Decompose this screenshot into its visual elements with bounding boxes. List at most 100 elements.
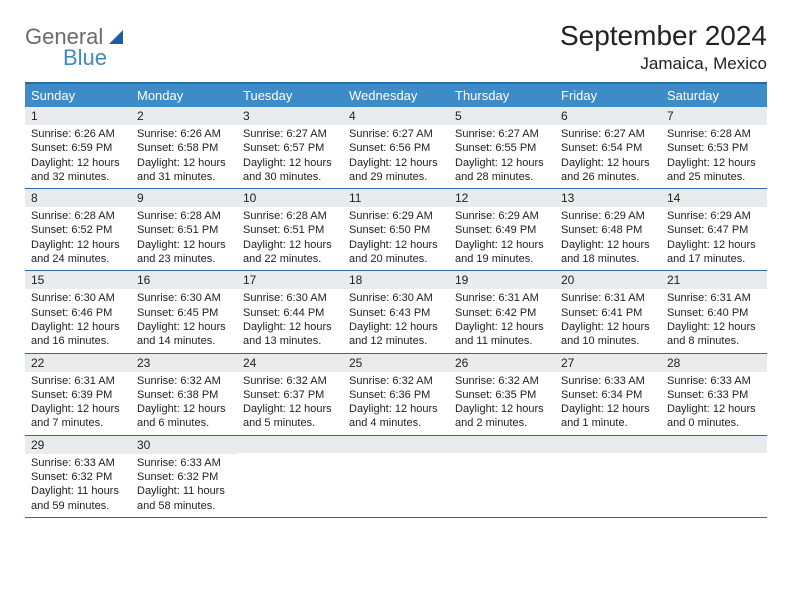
- day-number: 13: [555, 189, 661, 207]
- day-cell: 10Sunrise: 6:28 AMSunset: 6:51 PMDayligh…: [237, 189, 343, 271]
- empty-cell: [661, 436, 767, 518]
- detail-line: Daylight: 12 hours: [349, 238, 443, 252]
- day-cell: 26Sunrise: 6:32 AMSunset: 6:35 PMDayligh…: [449, 354, 555, 436]
- day-number: 15: [25, 271, 131, 289]
- day-number: 4: [343, 107, 449, 125]
- detail-line: Sunrise: 6:29 AM: [455, 209, 549, 223]
- detail-line: Daylight: 12 hours: [667, 320, 761, 334]
- day-cell: 24 Sunrise: 6:32 AMSunset: 6:37 PMDayligh…: [237, 354, 343, 436]
- day-cell: 23Sunrise: 6:32 AMSunset: 6:38 PMDayligh…: [131, 354, 237, 436]
- detail-line: Daylight: 12 hours: [243, 402, 337, 416]
- day-cell: 12Sunrise: 6:29 AMSunset: 6:49 PMDayligh…: [449, 189, 555, 271]
- detail-line: Sunset: 6:37 PM: [243, 388, 337, 402]
- detail-line: Daylight: 12 hours: [561, 156, 655, 170]
- detail-line: Sunset: 6:46 PM: [31, 306, 125, 320]
- detail-line: Daylight: 12 hours: [31, 320, 125, 334]
- detail-line: and 2 minutes.: [455, 416, 549, 430]
- day-cell: 22Sunrise: 6:31 AMSunset: 6:39 PMDayligh…: [25, 354, 131, 436]
- weekday-header: Tuesday: [237, 84, 343, 107]
- day-details: Sunrise: 6:28 AMSunset: 6:51 PMDaylight:…: [237, 207, 343, 270]
- detail-line: Sunrise: 6:33 AM: [137, 456, 231, 470]
- day-number: 21: [661, 271, 767, 289]
- detail-line: Sunset: 6:42 PM: [455, 306, 549, 320]
- page-header: General Blue September 2024 Jamaica, Mex…: [25, 20, 767, 74]
- detail-line: Sunset: 6:36 PM: [349, 388, 443, 402]
- detail-line: Daylight: 12 hours: [137, 156, 231, 170]
- detail-line: Daylight: 11 hours: [31, 484, 125, 498]
- day-number: 23: [131, 354, 237, 372]
- detail-line: Sunrise: 6:33 AM: [31, 456, 125, 470]
- day-cell: 11Sunrise: 6:29 AMSunset: 6:50 PMDayligh…: [343, 189, 449, 271]
- detail-line: Sunset: 6:54 PM: [561, 141, 655, 155]
- detail-line: Sunset: 6:47 PM: [667, 223, 761, 237]
- detail-line: Daylight: 12 hours: [455, 320, 549, 334]
- detail-line: Sunset: 6:33 PM: [667, 388, 761, 402]
- detail-line: Daylight: 12 hours: [349, 320, 443, 334]
- day-details: Sunrise: 6:30 AMSunset: 6:46 PMDaylight:…: [25, 289, 131, 352]
- day-details: Sunrise: 6:33 AMSunset: 6:33 PMDaylight:…: [661, 372, 767, 435]
- day-cell: 16Sunrise: 6:30 AMSunset: 6:45 PMDayligh…: [131, 271, 237, 353]
- day-number: 9: [131, 189, 237, 207]
- detail-line: and 1 minute.: [561, 416, 655, 430]
- detail-line: and 14 minutes.: [137, 334, 231, 348]
- detail-line: Sunset: 6:51 PM: [137, 223, 231, 237]
- day-number: 14: [661, 189, 767, 207]
- detail-line: Sunrise: 6:29 AM: [561, 209, 655, 223]
- day-number: 8: [25, 189, 131, 207]
- day-cell: 7Sunrise: 6:28 AMSunset: 6:53 PMDaylight…: [661, 107, 767, 189]
- day-number: 3: [237, 107, 343, 125]
- day-details: Sunrise: 6:30 AMSunset: 6:44 PMDaylight:…: [237, 289, 343, 352]
- weekday-header: Saturday: [661, 84, 767, 107]
- detail-line: Daylight: 12 hours: [31, 402, 125, 416]
- detail-line: Daylight: 12 hours: [349, 402, 443, 416]
- detail-line: Sunrise: 6:32 AM: [455, 374, 549, 388]
- detail-line: Sunrise: 6:29 AM: [667, 209, 761, 223]
- day-number: 25: [343, 354, 449, 372]
- detail-line: Sunrise: 6:28 AM: [667, 127, 761, 141]
- day-details: Sunrise: 6:29 AMSunset: 6:49 PMDaylight:…: [449, 207, 555, 270]
- detail-line: Sunrise: 6:32 AM: [243, 374, 337, 388]
- day-details: Sunrise: 6:32 AMSunset: 6:35 PMDaylight:…: [449, 372, 555, 435]
- day-details: Sunrise: 6:31 AMSunset: 6:39 PMDaylight:…: [25, 372, 131, 435]
- day-details: Sunrise: 6:30 AMSunset: 6:45 PMDaylight:…: [131, 289, 237, 352]
- detail-line: Sunrise: 6:30 AM: [349, 291, 443, 305]
- empty-bar: [449, 436, 555, 453]
- day-cell: 1Sunrise: 6:26 AMSunset: 6:59 PMDaylight…: [25, 107, 131, 189]
- detail-line: and 29 minutes.: [349, 170, 443, 184]
- detail-line: Sunrise: 6:26 AM: [31, 127, 125, 141]
- day-number: 28: [661, 354, 767, 372]
- detail-line: Sunset: 6:49 PM: [455, 223, 549, 237]
- day-details: Sunrise: 6:32 AMSunset: 6:38 PMDaylight:…: [131, 372, 237, 435]
- detail-line: Sunrise: 6:30 AM: [243, 291, 337, 305]
- empty-bar: [343, 436, 449, 453]
- day-details: Sunrise: 6:31 AMSunset: 6:40 PMDaylight:…: [661, 289, 767, 352]
- detail-line: Daylight: 12 hours: [31, 156, 125, 170]
- day-cell: 4Sunrise: 6:27 AMSunset: 6:56 PMDaylight…: [343, 107, 449, 189]
- day-details: Sunrise: 6:26 AMSunset: 6:58 PMDaylight:…: [131, 125, 237, 188]
- detail-line: Daylight: 12 hours: [667, 156, 761, 170]
- detail-line: Sunset: 6:40 PM: [667, 306, 761, 320]
- day-number: 29: [25, 436, 131, 454]
- detail-line: Sunrise: 6:31 AM: [561, 291, 655, 305]
- detail-line: Daylight: 12 hours: [243, 320, 337, 334]
- detail-line: Sunset: 6:51 PM: [243, 223, 337, 237]
- day-number: 2: [131, 107, 237, 125]
- detail-line: Sunrise: 6:30 AM: [137, 291, 231, 305]
- weekday-header: Friday: [555, 84, 661, 107]
- detail-line: and 17 minutes.: [667, 252, 761, 266]
- day-number: 24: [237, 354, 343, 372]
- day-cell: 29Sunrise: 6:33 AMSunset: 6:32 PMDayligh…: [25, 436, 131, 518]
- detail-line: Sunset: 6:45 PM: [137, 306, 231, 320]
- detail-line: Sunrise: 6:28 AM: [31, 209, 125, 223]
- day-cell: 14Sunrise: 6:29 AMSunset: 6:47 PMDayligh…: [661, 189, 767, 271]
- weekday-header: Thursday: [449, 84, 555, 107]
- day-number: 27: [555, 354, 661, 372]
- day-details: Sunrise: 6:29 AMSunset: 6:47 PMDaylight:…: [661, 207, 767, 270]
- detail-line: and 18 minutes.: [561, 252, 655, 266]
- detail-line: Sunset: 6:39 PM: [31, 388, 125, 402]
- detail-line: Sunset: 6:48 PM: [561, 223, 655, 237]
- day-details: Sunrise: 6:27 AMSunset: 6:57 PMDaylight:…: [237, 125, 343, 188]
- detail-line: Sunrise: 6:29 AM: [349, 209, 443, 223]
- day-cell: 15Sunrise: 6:30 AMSunset: 6:46 PMDayligh…: [25, 271, 131, 353]
- day-details: Sunrise: 6:29 AMSunset: 6:50 PMDaylight:…: [343, 207, 449, 270]
